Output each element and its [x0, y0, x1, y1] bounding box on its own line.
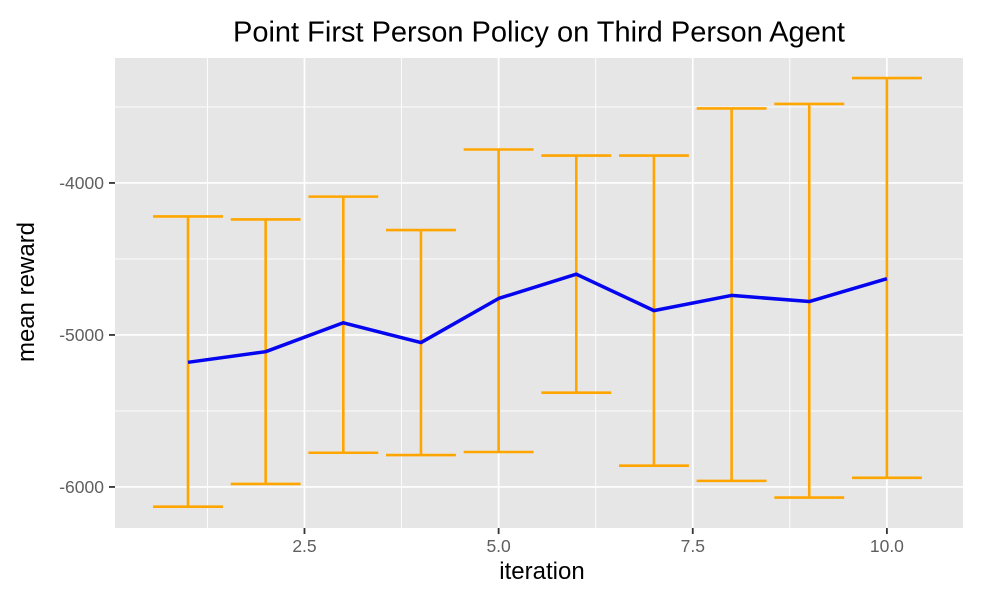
x-tick-label: 5.0 [486, 536, 511, 556]
x-tick-label: 2.5 [292, 536, 316, 556]
plot-title: Point First Person Policy on Third Perso… [233, 16, 845, 49]
x-tick-label: 7.5 [681, 536, 705, 556]
y-axis-title: mean reward [13, 221, 40, 363]
error-bar [463, 148, 534, 454]
mean-line [187, 272, 888, 365]
x-tick-label: 10.0 [870, 536, 904, 556]
y-tick-label: -6000 [59, 477, 104, 497]
y-tick-label: -5000 [59, 325, 104, 345]
y-tick-label: -4000 [59, 173, 104, 193]
error-bar [851, 76, 922, 480]
x-axis-title: iteration [499, 558, 585, 585]
error-bar [308, 195, 379, 455]
plot-panel [115, 58, 963, 528]
